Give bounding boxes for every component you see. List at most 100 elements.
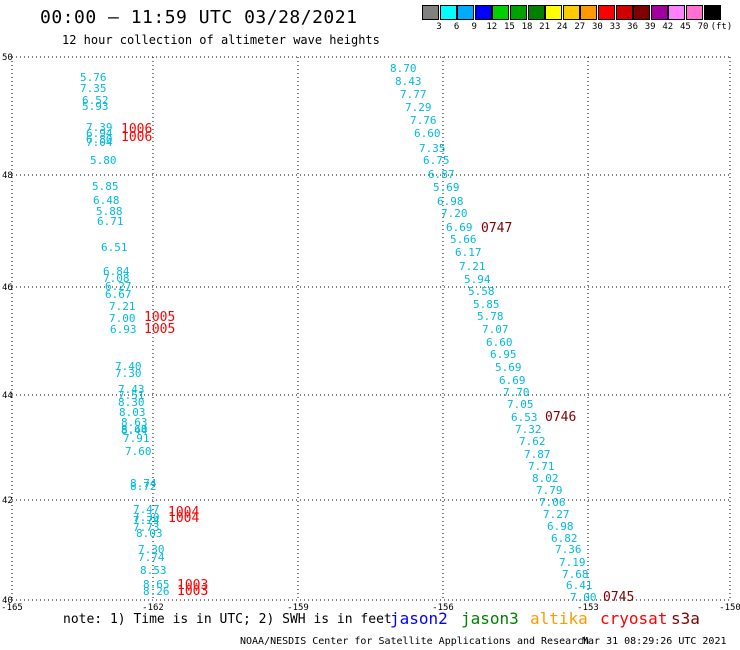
page-title: 00:00 – 11:59 UTC 03/28/2021 (40, 7, 358, 28)
swh-observation: 5.78 (477, 310, 504, 323)
swh-observation: 6.60 (486, 336, 513, 349)
swh-observation: 7.07 (482, 323, 509, 336)
swh-observation: 6.75 (423, 154, 450, 167)
lat-label: 40 (2, 596, 13, 606)
swh-observation: 5.85 (473, 298, 500, 311)
satellite-label: s3a (671, 609, 700, 628)
swh-observation: 5.80 (90, 154, 117, 167)
lat-label: 48 (2, 171, 13, 181)
swh-observation: 6.53 (511, 411, 538, 424)
swh-observation: 8.72 (130, 480, 157, 493)
legend-swatch (527, 5, 545, 20)
swh-observation: 6.80 (86, 133, 113, 146)
swh-observation: 7.79 (536, 484, 563, 497)
time-label: 1003 (177, 584, 208, 599)
swh-observation: 8.65 (143, 578, 170, 591)
swh-observation: 7.70 (503, 386, 530, 399)
legend-tick-label: 24 (556, 22, 568, 32)
legend-swatch (510, 5, 527, 20)
swh-observation: 7.00 (570, 591, 597, 604)
swh-observation: 7.35 (80, 82, 107, 95)
swh-observation: 7.40 (115, 360, 142, 373)
legend-tick-label: 21 (539, 22, 551, 32)
swh-observation: 7.74 (133, 514, 160, 527)
swh-observation: 7.73 (133, 521, 160, 534)
lon-label: -153 (577, 603, 599, 613)
time-label: 1004 (168, 505, 199, 520)
swh-observation: 7.32 (515, 423, 542, 436)
swh-observation: 5.93 (82, 100, 109, 113)
satellite-label: jason2 (390, 609, 448, 628)
swh-observation: 6.87 (428, 168, 455, 181)
lat-label: 50 (2, 53, 13, 63)
swh-observation: 8.03 (136, 527, 163, 540)
legend-swatch (668, 5, 686, 20)
legend-unit: (ft) (710, 22, 733, 32)
swh-observation: 7.74 (138, 551, 165, 564)
swh-observation: 8.53 (140, 564, 167, 577)
swh-observation: 7.30 (115, 367, 142, 380)
swh-observation: 5.66 (450, 233, 477, 246)
legend-tick-label: 12 (486, 22, 498, 32)
swh-observation: 7.36 (555, 543, 582, 556)
swh-observation: 7.47 (133, 503, 160, 516)
time-label: 0746 (545, 410, 576, 425)
swh-observation: 5.58 (468, 285, 495, 298)
swh-observation: 6.93 (110, 323, 137, 336)
legend-swatch (580, 5, 598, 20)
time-label: 1004 (168, 511, 199, 526)
legend-swatch (457, 5, 475, 20)
legend-swatch (422, 5, 439, 20)
swh-observation: 6.82 (551, 532, 578, 545)
legend-swatch (562, 5, 580, 20)
swh-observation: 5.69 (433, 181, 460, 194)
swh-observation: 7.87 (524, 448, 551, 461)
legend-swatch (615, 5, 633, 20)
swh-observation: 7.04 (86, 136, 113, 149)
lon-label: -156 (432, 603, 454, 613)
swh-observation: 6.17 (455, 246, 482, 259)
time-label: 1005 (144, 322, 175, 337)
swh-observation: 7.20 (441, 207, 468, 220)
legend-tick-label: 36 (627, 22, 639, 32)
swh-observation: 7.60 (125, 445, 152, 458)
lon-label: -159 (287, 603, 309, 613)
swh-observation: 7.00 (109, 312, 136, 325)
swh-observation: 8.03 (119, 406, 146, 419)
swh-observation: 8.44 (121, 424, 148, 437)
swh-observation: 7.08 (103, 272, 130, 285)
swh-observation: 7.68 (562, 568, 589, 581)
legend-swatch (703, 5, 721, 20)
lon-label: -162 (142, 603, 164, 613)
swh-observation: 7.62 (519, 435, 546, 448)
swh-observation: 8.43 (395, 75, 422, 88)
legend-tick-label: 45 (679, 22, 691, 32)
swh-observation: 7.30 (133, 511, 160, 524)
swh-observation: 8.74 (130, 477, 157, 490)
swh-observation: 6.69 (499, 374, 526, 387)
satellite-label: cryosat (600, 609, 668, 628)
time-label: 1006 (121, 130, 152, 145)
swh-observation: 6.94 (86, 127, 113, 140)
swh-observation: 6.48 (93, 194, 120, 207)
swh-observation: 6.98 (437, 195, 464, 208)
time-label: 1003 (177, 578, 208, 593)
legend-swatch (598, 5, 615, 20)
swh-observation: 6.71 (97, 215, 124, 228)
time-label: 0745 (603, 590, 634, 605)
swh-observation: 7.27 (543, 508, 570, 521)
legend-tick-label: 27 (574, 22, 586, 32)
swh-observation: 7.39 (86, 121, 113, 134)
legend-swatch (650, 5, 668, 20)
legend-swatch (439, 5, 457, 20)
swh-observation: 8.60 (121, 423, 148, 436)
swh-observation: 7.29 (405, 101, 432, 114)
satellite-label: altika (530, 609, 588, 628)
swh-observation: 6.52 (82, 94, 109, 107)
swh-observation: 8.26 (143, 585, 170, 598)
lon-label: -165 (1, 603, 23, 613)
swh-observation: 6.41 (566, 579, 593, 592)
lat-label: 44 (2, 391, 13, 401)
legend-tick-label: 3 (436, 22, 442, 32)
swh-observation: 6.95 (490, 348, 517, 361)
